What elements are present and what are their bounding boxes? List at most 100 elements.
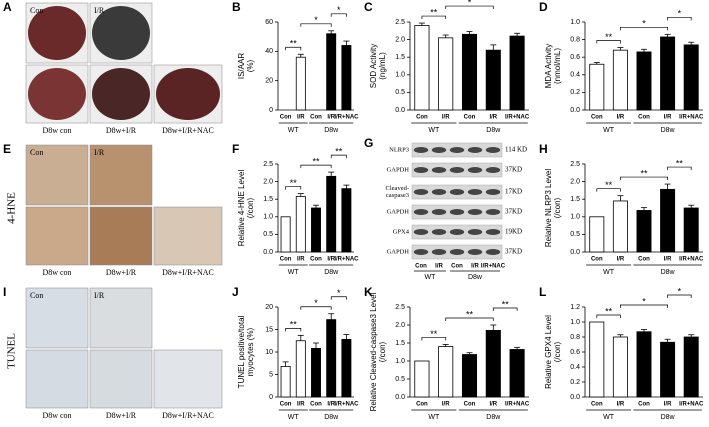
significance-bracket — [285, 328, 302, 332]
image-label: D8w+I/R+NAC — [162, 268, 214, 277]
image-label: Con — [30, 148, 43, 157]
y-tick-label: 0.4 — [570, 72, 580, 79]
y-tick-label: 10 — [265, 349, 273, 356]
x-tick-label: I/R — [664, 257, 672, 263]
group-label: WT — [288, 269, 300, 276]
blot-size: 19KD — [505, 228, 522, 236]
y-axis-label: (/con) — [378, 341, 387, 362]
blot-size: 37KD — [505, 166, 522, 174]
micrograph — [25, 287, 89, 349]
y-axis-label: SOD Activity — [369, 44, 378, 88]
x-tick-label: Con — [280, 402, 292, 408]
blot-band — [467, 209, 483, 215]
group-label: D8w — [486, 414, 501, 421]
significance-label: ** — [290, 320, 298, 330]
x-tick-label: Con — [310, 257, 322, 263]
significance-bracket — [330, 296, 347, 300]
y-tick-label: 0.2 — [570, 89, 580, 96]
y-tick-label: 0.5 — [395, 376, 405, 383]
panel-letter: J — [232, 285, 239, 299]
blot-label: NLRP3 — [389, 146, 409, 153]
panel-letter: D — [539, 0, 548, 14]
bar — [636, 331, 652, 398]
y-axis-label: myocytes (%) — [246, 327, 255, 376]
bar — [414, 25, 430, 111]
heart-slice — [92, 6, 150, 60]
blot-label: GPX4 — [393, 228, 410, 235]
bar — [612, 49, 628, 111]
blot-label: caspase3 — [386, 192, 409, 199]
image-label: D8w+I/R+NAC — [162, 411, 214, 420]
micrograph — [89, 349, 153, 409]
blot-band — [467, 167, 483, 173]
bar — [485, 329, 501, 398]
y-tick-label: 1.0 — [570, 214, 580, 221]
x-tick-label: I/R+NAC — [334, 115, 359, 121]
bar — [341, 188, 352, 253]
blot-size: 37KD — [505, 248, 522, 256]
blot-size: 17KD — [505, 188, 522, 196]
significance-bracket — [596, 314, 621, 318]
y-axis-label: Relative 4-HNE Level — [237, 170, 246, 247]
panel-letter: H — [539, 142, 548, 156]
image-label: D8w+I/R — [106, 411, 137, 420]
blot-band — [449, 249, 465, 255]
y-axis-label: Relative GPX4 Level — [544, 315, 553, 389]
blot-label: GAPDH — [387, 248, 410, 255]
y-tick-label: 1.0 — [570, 319, 580, 326]
x-tick-label: Con — [416, 402, 428, 408]
panel-letter: C — [364, 0, 373, 14]
bar — [660, 341, 676, 398]
bar — [280, 216, 291, 253]
significance-bracket — [285, 186, 302, 190]
micrograph — [25, 206, 89, 266]
y-tick-label: 0 — [269, 394, 273, 401]
lane-label: Con — [415, 264, 427, 270]
bar — [509, 35, 525, 111]
y-tick-label: 1.0 — [395, 72, 405, 79]
significance-label: * — [642, 19, 646, 29]
x-tick-label: I/R — [489, 402, 497, 408]
y-tick-label: 0.0 — [570, 107, 580, 114]
significance-label: ** — [312, 156, 320, 166]
blot-band — [485, 249, 501, 255]
bar — [326, 33, 337, 111]
blot-band — [431, 209, 447, 215]
y-axis-label: TUNEL positive/total — [237, 315, 246, 388]
x-tick-label: I/R — [664, 115, 672, 121]
group-label: D8w — [486, 127, 501, 134]
x-tick-label: I/R — [327, 402, 335, 408]
blot-band — [449, 209, 465, 215]
significance-label: * — [678, 286, 682, 296]
blot-band — [431, 189, 447, 195]
x-tick-label: I/R+NAC — [679, 115, 704, 121]
y-tick-label: 0.5 — [570, 231, 580, 238]
panel-letter: K — [364, 285, 373, 299]
heart-slice — [92, 68, 150, 120]
panel-letter: B — [232, 0, 241, 14]
significance-bracket — [445, 5, 494, 10]
y-tick-label: 2.0 — [395, 322, 405, 329]
significance-bracket — [596, 188, 621, 192]
significance-label: ** — [676, 158, 684, 168]
y-tick-label: 2.0 — [395, 36, 405, 43]
y-axis-label: (%) — [246, 59, 255, 72]
group-label: WT — [428, 414, 440, 421]
blot-band — [467, 249, 483, 255]
x-tick-label: I/R — [442, 402, 450, 408]
bar — [326, 175, 337, 253]
image-label: D8w+I/R — [106, 268, 137, 277]
bar — [683, 336, 699, 398]
y-tick-label: 0.6 — [570, 54, 580, 61]
group-label: WT — [603, 414, 615, 421]
heart-slice — [28, 6, 86, 60]
y-tick-label: 0.8 — [570, 334, 580, 341]
significance-label: * — [337, 288, 341, 298]
blot-band — [413, 147, 429, 153]
group-label: WT — [425, 274, 437, 281]
x-tick-label: I/R — [617, 402, 625, 408]
significance-label: * — [314, 298, 318, 308]
image-label: D8w+I/R — [106, 126, 137, 135]
x-tick-label: I/R — [617, 257, 625, 263]
